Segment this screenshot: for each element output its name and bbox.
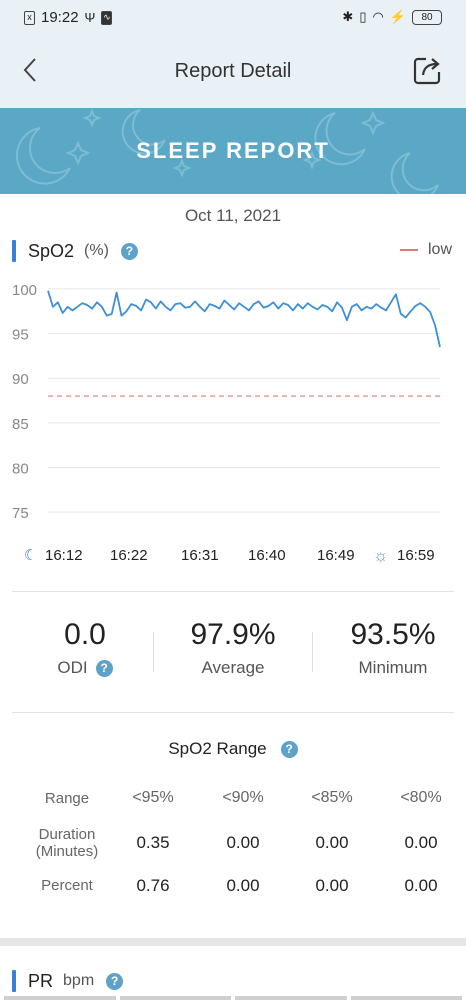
- share-button[interactable]: [412, 54, 444, 86]
- moon-stars-pattern: [15, 108, 439, 194]
- range-row-label: Range: [44, 790, 90, 807]
- duration-row-label: Duration (Minutes): [35, 826, 99, 860]
- back-button[interactable]: [20, 56, 48, 88]
- bluetooth-icon: ✱: [342, 9, 354, 24]
- duration-value: 0.00: [226, 833, 260, 852]
- section-accent: [12, 240, 16, 262]
- wifi-icon: ◠: [372, 9, 384, 24]
- range-header: <95%: [132, 789, 174, 806]
- x-tick-label: 16:12: [45, 547, 83, 564]
- spo2-range-title: SpO2 Range ?: [0, 739, 466, 759]
- low-legend-label: low: [427, 241, 452, 258]
- spo2-help-icon[interactable]: ?: [120, 242, 138, 260]
- range-title-text: SpO2 Range: [168, 739, 267, 758]
- spo2-chart-svg: 100 95 90 85 80 75 16:12 16:22 16:31 16:40 16:49 16…: [12, 282, 441, 565]
- minimum-stat: 93.5% Minimum: [318, 618, 466, 678]
- battery-icon: 80: [412, 9, 442, 25]
- section-accent: [12, 970, 16, 992]
- report-date: Oct 11, 2021: [184, 206, 282, 225]
- low-legend-line: [399, 249, 418, 251]
- odi-label: ODI: [57, 658, 88, 677]
- usb-icon: Ψ: [84, 9, 96, 25]
- spo2-section-header: SpO2 (%) ?: [12, 240, 138, 262]
- range-header: <90%: [222, 789, 264, 806]
- charging-icon: ⚡: [389, 9, 406, 24]
- percent-value: 0.00: [226, 876, 260, 895]
- divider: [12, 591, 454, 592]
- spo2-series-line: [47, 290, 441, 348]
- stat-separator: [312, 632, 313, 672]
- y-tick-label: 90: [12, 371, 29, 388]
- average-value: 97.9%: [190, 618, 276, 651]
- x-tick-label: 16:59: [397, 547, 435, 564]
- pr-help-icon[interactable]: ?: [106, 972, 124, 990]
- odi-stat: 0.0 ODI ?: [10, 618, 160, 678]
- pr-label: PR: [28, 970, 54, 991]
- status-bar: x 19:22 Ψ ∿ ✱ ▯ ◠ ⚡ 80: [0, 0, 466, 36]
- range-header: <80%: [400, 789, 442, 806]
- percent-value: 0.00: [315, 876, 349, 895]
- x-tick-label: 16:40: [248, 547, 286, 564]
- minimum-value: 93.5%: [350, 618, 436, 651]
- chevron-left-icon: [23, 58, 36, 82]
- section-separator: [0, 938, 466, 946]
- y-tick-label: 85: [12, 416, 29, 433]
- y-tick-label: 75: [12, 505, 29, 522]
- vibrate-icon: ▯: [359, 9, 367, 24]
- minimum-label: Minimum: [358, 658, 428, 677]
- notification-icon: x: [24, 10, 35, 25]
- percent-row-label: Percent: [41, 877, 93, 894]
- spo2-unit: (%): [84, 242, 109, 259]
- y-tick-label: 95: [12, 327, 29, 344]
- sun-icon: ☼: [373, 546, 389, 565]
- y-tick-label: 80: [12, 461, 29, 478]
- share-icon: [413, 57, 441, 85]
- x-tick-label: 16:31: [181, 547, 219, 564]
- stat-separator: [153, 632, 154, 672]
- y-tick-label: 100: [12, 282, 37, 299]
- spo2-label: SpO2: [28, 240, 75, 261]
- pr-unit: bpm: [63, 972, 95, 989]
- status-time: 19:22: [41, 9, 79, 26]
- average-label: Average: [201, 658, 265, 677]
- duration-value: 0.00: [404, 833, 438, 852]
- banner-title: SLEEP REPORT: [136, 138, 330, 163]
- moon-icon: ☾: [24, 547, 37, 564]
- app-notification-icon: ∿: [101, 10, 113, 25]
- percent-value: 0.00: [404, 876, 438, 895]
- duration-value: 0.00: [315, 833, 349, 852]
- odi-value: 0.0: [64, 618, 106, 651]
- x-tick-label: 16:22: [110, 547, 148, 564]
- range-header: <85%: [311, 789, 353, 806]
- page-title: Report Detail: [174, 60, 292, 82]
- range-help-icon[interactable]: ?: [280, 740, 298, 758]
- pr-chart-top: [0, 996, 466, 1000]
- duration-value: 0.35: [136, 833, 170, 852]
- pr-section-header: PR bpm ?: [12, 970, 124, 992]
- spo2-chart: 100 95 90 85 80 75 16:12 16:22 16:31 16:40 16:49 16…: [0, 280, 466, 570]
- percent-value: 0.76: [136, 876, 170, 895]
- divider: [12, 712, 454, 713]
- x-tick-label: 16:49: [317, 547, 355, 564]
- odi-help-icon[interactable]: ?: [95, 659, 113, 677]
- average-stat: 97.9% Average: [158, 618, 308, 678]
- app-header: Report Detail: [0, 36, 466, 108]
- chart-legend: low: [399, 241, 452, 259]
- sleep-report-banner: SLEEP REPORT: [0, 108, 466, 194]
